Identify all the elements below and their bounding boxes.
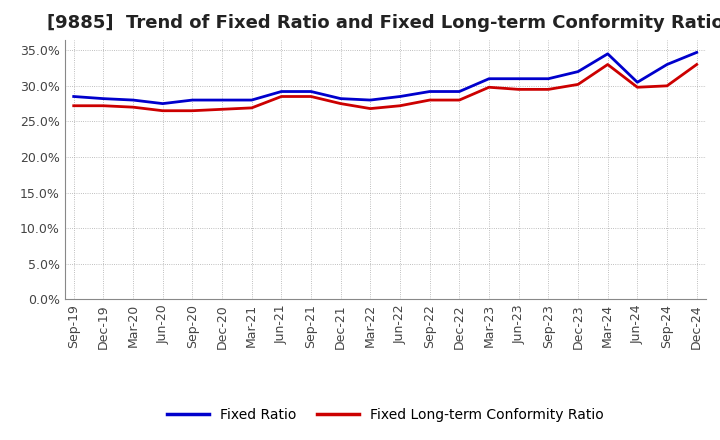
Fixed Long-term Conformity Ratio bbox=[248, 105, 256, 110]
Legend: Fixed Ratio, Fixed Long-term Conformity Ratio: Fixed Ratio, Fixed Long-term Conformity … bbox=[161, 402, 609, 427]
Fixed Ratio bbox=[603, 51, 612, 56]
Fixed Long-term Conformity Ratio bbox=[129, 105, 138, 110]
Fixed Ratio bbox=[544, 76, 553, 81]
Fixed Long-term Conformity Ratio bbox=[99, 103, 108, 108]
Fixed Long-term Conformity Ratio bbox=[633, 84, 642, 90]
Fixed Long-term Conformity Ratio bbox=[662, 83, 671, 88]
Title: [9885]  Trend of Fixed Ratio and Fixed Long-term Conformity Ratio: [9885] Trend of Fixed Ratio and Fixed Lo… bbox=[47, 15, 720, 33]
Fixed Long-term Conformity Ratio bbox=[574, 82, 582, 87]
Fixed Ratio bbox=[158, 101, 167, 106]
Fixed Long-term Conformity Ratio bbox=[277, 94, 286, 99]
Fixed Ratio bbox=[129, 97, 138, 103]
Fixed Long-term Conformity Ratio bbox=[69, 103, 78, 108]
Fixed Ratio bbox=[307, 89, 315, 94]
Fixed Ratio bbox=[217, 97, 226, 103]
Fixed Ratio bbox=[574, 69, 582, 74]
Fixed Long-term Conformity Ratio bbox=[426, 97, 434, 103]
Fixed Ratio bbox=[633, 80, 642, 85]
Fixed Long-term Conformity Ratio bbox=[217, 106, 226, 112]
Fixed Long-term Conformity Ratio bbox=[188, 108, 197, 114]
Fixed Ratio bbox=[693, 50, 701, 55]
Fixed Long-term Conformity Ratio bbox=[366, 106, 374, 111]
Fixed Long-term Conformity Ratio bbox=[603, 62, 612, 67]
Line: Fixed Long-term Conformity Ratio: Fixed Long-term Conformity Ratio bbox=[73, 65, 697, 111]
Fixed Ratio bbox=[396, 94, 405, 99]
Fixed Long-term Conformity Ratio bbox=[307, 94, 315, 99]
Fixed Ratio bbox=[277, 89, 286, 94]
Fixed Long-term Conformity Ratio bbox=[336, 101, 345, 106]
Fixed Ratio bbox=[336, 96, 345, 101]
Fixed Ratio bbox=[455, 89, 464, 94]
Fixed Long-term Conformity Ratio bbox=[514, 87, 523, 92]
Fixed Ratio bbox=[366, 97, 374, 103]
Fixed Ratio bbox=[188, 97, 197, 103]
Fixed Ratio bbox=[69, 94, 78, 99]
Fixed Long-term Conformity Ratio bbox=[396, 103, 405, 108]
Fixed Ratio bbox=[248, 97, 256, 103]
Fixed Ratio bbox=[662, 62, 671, 67]
Fixed Ratio bbox=[99, 96, 108, 101]
Fixed Ratio bbox=[514, 76, 523, 81]
Fixed Ratio bbox=[426, 89, 434, 94]
Fixed Long-term Conformity Ratio bbox=[693, 62, 701, 67]
Fixed Ratio bbox=[485, 76, 493, 81]
Fixed Long-term Conformity Ratio bbox=[455, 97, 464, 103]
Fixed Long-term Conformity Ratio bbox=[158, 108, 167, 114]
Line: Fixed Ratio: Fixed Ratio bbox=[73, 52, 697, 103]
Fixed Long-term Conformity Ratio bbox=[544, 87, 553, 92]
Fixed Long-term Conformity Ratio bbox=[485, 84, 493, 90]
